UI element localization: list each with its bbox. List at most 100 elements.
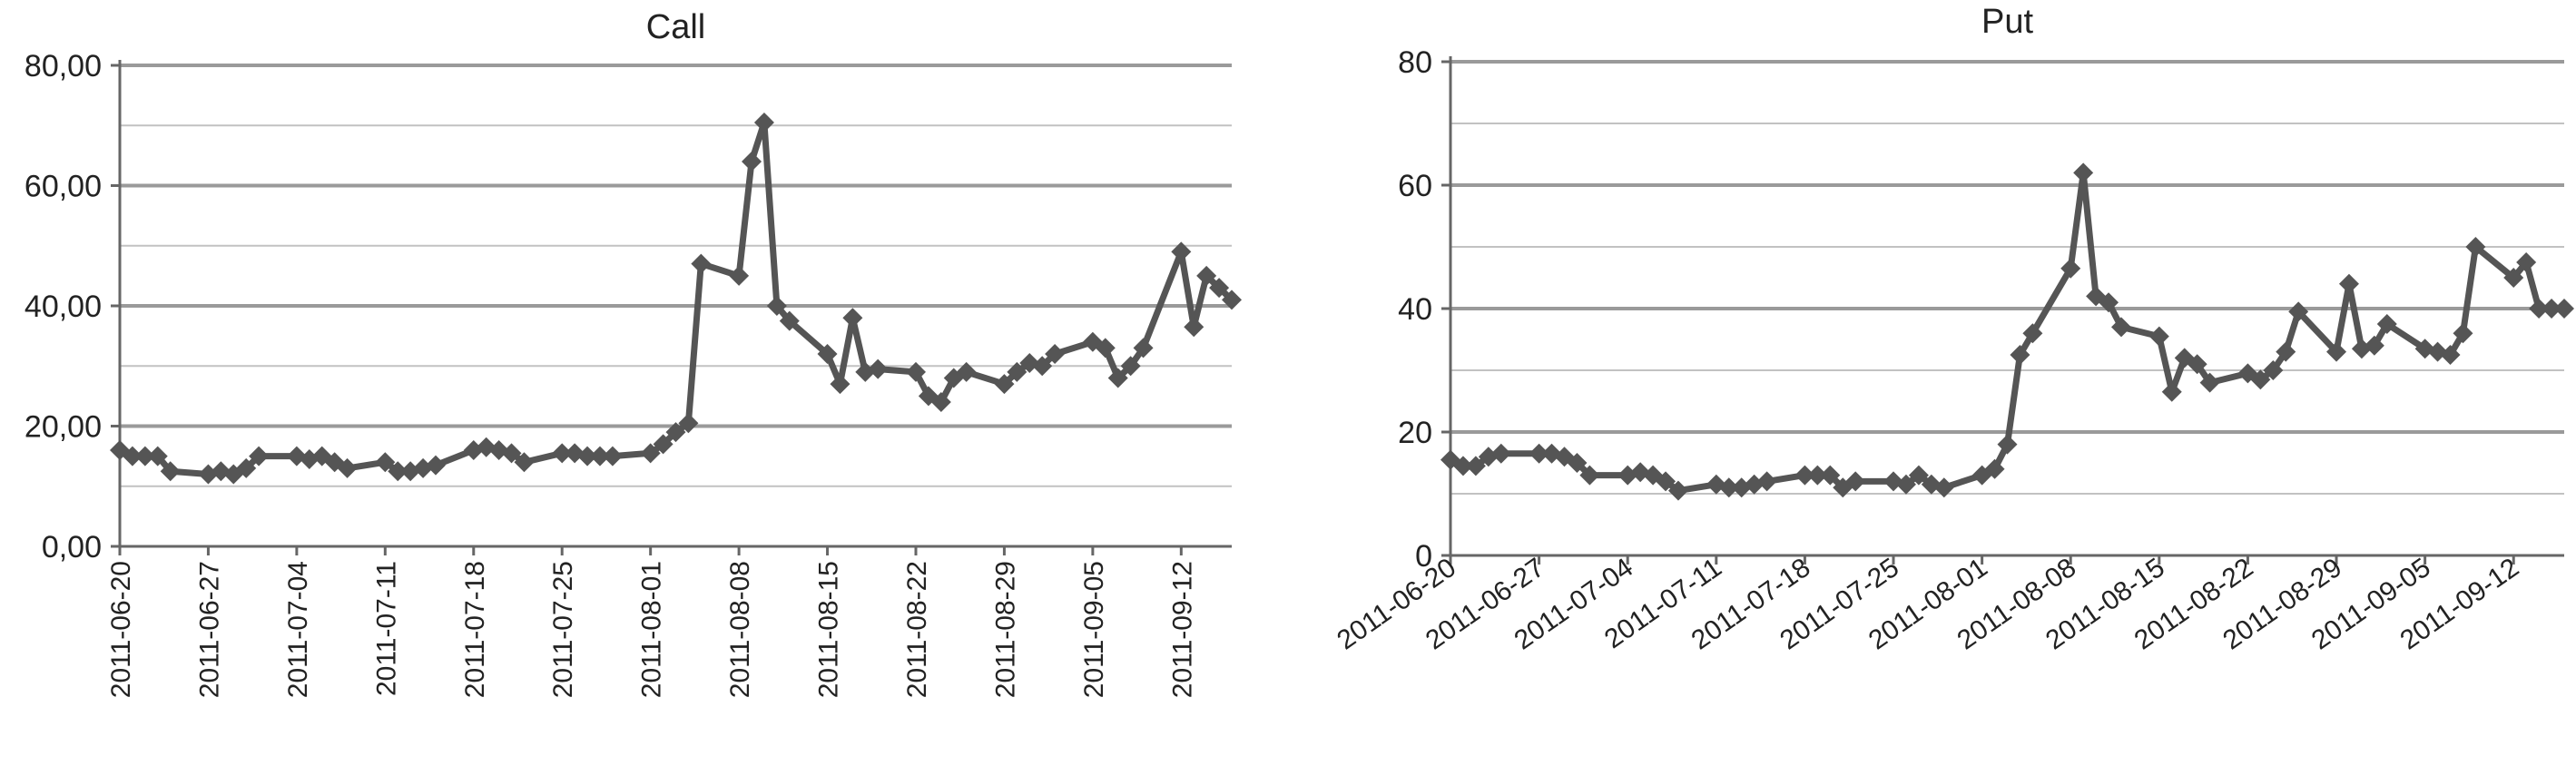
data-point — [1794, 465, 1815, 486]
data-point — [426, 455, 447, 476]
data-point — [2250, 369, 2271, 390]
data-point — [122, 446, 143, 466]
data-point — [1209, 278, 1230, 299]
data-point — [665, 422, 686, 443]
x-tick-label: 2011-07-11 — [371, 561, 401, 696]
data-point — [1171, 241, 1192, 262]
data-point — [2326, 341, 2347, 362]
data-point — [653, 434, 673, 455]
data-point — [1895, 474, 1916, 495]
data-point — [1820, 465, 1841, 486]
data-point — [602, 446, 623, 466]
data-point — [1908, 465, 1929, 486]
x-tick-label: 2011-06-27 — [194, 561, 224, 698]
data-point — [766, 296, 787, 316]
data-point — [1120, 356, 1141, 377]
data-point — [1222, 290, 1242, 310]
data-point — [753, 112, 774, 133]
x-tick-label: 2011-08-22 — [902, 561, 932, 698]
data-point — [1656, 471, 1676, 492]
data-point — [830, 374, 850, 395]
y-tick-label: 20 — [1398, 416, 1432, 450]
x-tick-label: 2011-07-18 — [460, 561, 490, 698]
series-line — [118, 119, 1234, 477]
x-tick-label: 2011-09-12 — [1167, 561, 1197, 698]
x-tick-label: 2011-08-01 — [637, 561, 667, 698]
data-point — [2288, 301, 2309, 322]
data-point — [1567, 453, 1588, 473]
data-point — [2364, 335, 2384, 356]
chart-1: Put0204060802011-06-202011-06-272011-07-… — [1332, 3, 2574, 655]
data-point — [1032, 356, 1053, 377]
data-point — [1529, 443, 1549, 464]
chart-title: Call — [646, 8, 705, 46]
data-point — [2376, 314, 2397, 334]
data-point — [375, 452, 396, 473]
x-tick-label: 2011-09-05 — [1079, 561, 1109, 698]
data-point — [2060, 258, 2081, 279]
data-point — [2263, 360, 2284, 380]
data-point — [2542, 299, 2562, 319]
data-point — [2554, 299, 2574, 319]
data-point — [1807, 465, 1828, 486]
data-point — [1007, 361, 1027, 382]
data-point — [2110, 317, 2131, 338]
data-point — [2161, 381, 2182, 402]
data-point — [1045, 344, 1066, 364]
x-tick-label: 2011-07-25 — [548, 561, 578, 698]
data-point — [2022, 323, 2043, 344]
data-point — [2199, 372, 2220, 393]
data-point — [2440, 345, 2461, 365]
x-tick-label: 2011-08-08 — [725, 561, 755, 698]
y-tick-label: 40,00 — [25, 290, 102, 324]
x-tick-label: 2011-08-29 — [990, 561, 1020, 698]
y-tick-label: 0 — [1415, 539, 1432, 574]
data-point — [2516, 252, 2537, 272]
data-point — [2073, 162, 2094, 183]
data-point — [1095, 338, 1116, 358]
data-point — [1490, 443, 1511, 464]
data-point — [742, 152, 762, 172]
y-tick-label: 80,00 — [25, 49, 102, 83]
data-point — [678, 413, 699, 434]
data-point — [691, 253, 712, 274]
data-point — [1933, 477, 1954, 498]
y-tick-label: 20,00 — [25, 410, 102, 445]
y-tick-label: 60,00 — [25, 170, 102, 204]
data-point — [1997, 434, 2018, 455]
data-point — [1756, 471, 1777, 492]
data-point — [2465, 237, 2486, 257]
x-tick-label: 2011-08-15 — [814, 561, 844, 698]
chart-0: Call 0,00 20,00 40,00 60,00 80,00 2011-06-20 20… — [25, 8, 1242, 698]
data-point — [2503, 268, 2524, 288]
data-point — [2148, 326, 2169, 347]
data-point — [160, 461, 181, 482]
data-point — [1667, 480, 1688, 501]
data-point — [2187, 354, 2207, 375]
data-point — [930, 392, 951, 412]
data-point — [779, 310, 800, 331]
data-point — [729, 265, 750, 286]
data-point — [249, 446, 270, 466]
chart-title: Put — [1981, 3, 2033, 41]
y-tick-label: 40 — [1398, 292, 1432, 327]
data-point — [1579, 465, 1600, 486]
data-point — [337, 457, 358, 478]
data-point — [1452, 456, 1473, 476]
data-point — [1133, 338, 1154, 358]
data-point — [1196, 265, 1217, 286]
data-point — [956, 361, 977, 382]
data-point — [2338, 273, 2359, 294]
data-point — [1465, 456, 1486, 476]
data-point — [2276, 341, 2296, 362]
data-point — [147, 446, 168, 466]
data-point — [388, 461, 408, 482]
data-point — [2529, 299, 2550, 319]
data-point — [589, 446, 610, 466]
data-point — [2010, 345, 2030, 365]
x-tick-label: 2011-06-20 — [106, 561, 136, 698]
data-point — [514, 452, 535, 473]
y-tick-label: 60 — [1398, 169, 1432, 203]
data-point — [817, 344, 838, 364]
